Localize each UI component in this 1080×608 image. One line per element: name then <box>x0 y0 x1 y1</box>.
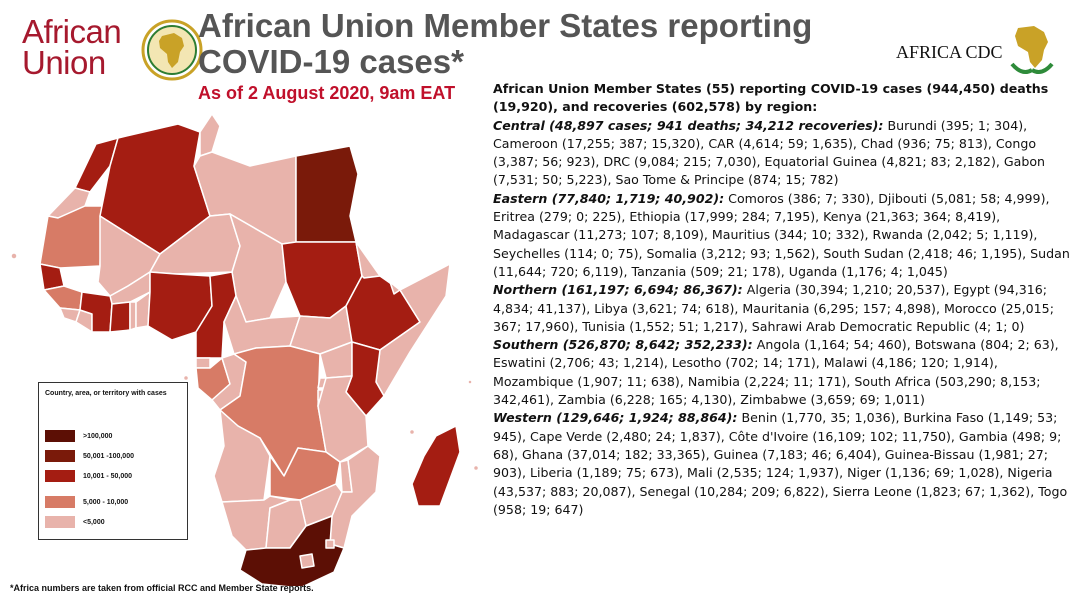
country-mauritius <box>472 464 480 472</box>
country-ghana <box>109 301 131 333</box>
country-cote-divoire <box>79 291 113 333</box>
legend-label: >100,000 <box>83 432 113 440</box>
legend-swatch <box>45 470 75 482</box>
legend-item: 5,000 - 10,000 <box>45 495 128 509</box>
region-countries: Comoros (386; 7; 330), Djibouti (5,081; … <box>493 190 1070 279</box>
country-cape-verde <box>10 252 18 260</box>
country-mauritania <box>39 205 103 269</box>
country-djibouti <box>389 281 401 295</box>
report-header: African Union Member States (55) reporti… <box>493 81 1049 115</box>
region-name: Southern (526,870; 8,642; 352,233): <box>493 337 753 353</box>
legend-label: 50,001 -100,000 <box>83 452 134 460</box>
legend-swatch <box>45 450 75 462</box>
region-name: Western (129,646; 1,924; 88,864): <box>493 410 738 426</box>
region-paragraph-western: Western (129,646; 1,924; 88,864): Benin … <box>493 409 1075 519</box>
legend-item: 10,001 - 50,000 <box>45 469 132 483</box>
au-text-line1: African <box>22 13 122 50</box>
region-name: Northern (161,197; 6,694; 86,367): <box>493 282 743 298</box>
footnote: *Africa numbers are taken from official … <box>10 583 314 593</box>
africa-cdc-logo: AFRICA CDC <box>890 20 1070 84</box>
africa-covid-map <box>10 113 480 586</box>
country-comoros <box>408 428 416 436</box>
region-countries: Benin (1,770, 35; 1,036), Burkina Faso (… <box>493 410 1068 517</box>
page-title: African Union Member States reporting CO… <box>198 7 813 80</box>
african-union-wordmark: African Union <box>22 13 122 81</box>
region-paragraph-southern: Southern (526,870; 8,642; 352,233): Ango… <box>493 336 1075 409</box>
african-union-logo: African Union <box>22 13 203 84</box>
au-text-line2: Union <box>22 44 106 81</box>
country-madagascar <box>411 425 461 507</box>
country-tunisia <box>199 113 221 157</box>
legend-item: >100,000 <box>45 429 112 443</box>
africa-cdc-emblem-icon <box>1010 26 1054 74</box>
region-countries: Burundi (395; 1; 304), Cameroon (17,255;… <box>493 117 1046 188</box>
legend-title: Country, area, or territory with cases <box>45 390 167 397</box>
legend-item: <5,000 <box>45 515 105 529</box>
region-paragraph-central: Central (48,897 cases; 941 deaths; 34,21… <box>493 117 1075 190</box>
report-date: As of 2 August 2020, 9am EAT <box>198 83 456 103</box>
au-emblem-icon <box>141 19 203 81</box>
region-paragraph-eastern: Eastern (77,840; 1,719; 40,902): Comoros… <box>493 190 1075 281</box>
legend-label: <5,000 <box>83 518 105 526</box>
region-name: Eastern (77,840; 1,719; 40,902): <box>493 190 725 206</box>
country-sao-tome <box>182 374 190 382</box>
country-eswatini <box>325 539 335 549</box>
region-paragraph-northern: Northern (161,197; 6,694; 86,367): Alger… <box>493 281 1075 336</box>
country-equatorial-guinea <box>195 357 211 369</box>
map-legend: Country, area, or territory with cases >… <box>38 382 188 540</box>
legend-label: 5,000 - 10,000 <box>83 498 129 506</box>
legend-swatch <box>45 516 75 528</box>
country-south-africa <box>239 515 345 586</box>
region-countries: Angola (1,164; 54; 460), Botswana (804; … <box>493 337 1059 408</box>
country-lesotho <box>299 553 315 569</box>
report-text: African Union Member States (55) reporti… <box>493 80 1075 519</box>
region-name: Central (48,897 cases; 941 deaths; 34,21… <box>493 117 884 133</box>
legend-swatch <box>45 430 75 442</box>
legend-label: 10,001 - 50,000 <box>83 472 133 480</box>
country-togo <box>129 301 137 331</box>
country-egypt <box>295 145 359 243</box>
africa-cdc-wordmark: AFRICA CDC <box>896 42 1003 62</box>
country-seychelles <box>467 379 473 385</box>
legend-swatch <box>45 496 75 508</box>
country-guinea <box>43 285 83 311</box>
region-countries: Algeria (30,394; 1,210; 20,537), Egypt (… <box>493 282 1054 334</box>
legend-item: 50,001 -100,000 <box>45 449 134 463</box>
